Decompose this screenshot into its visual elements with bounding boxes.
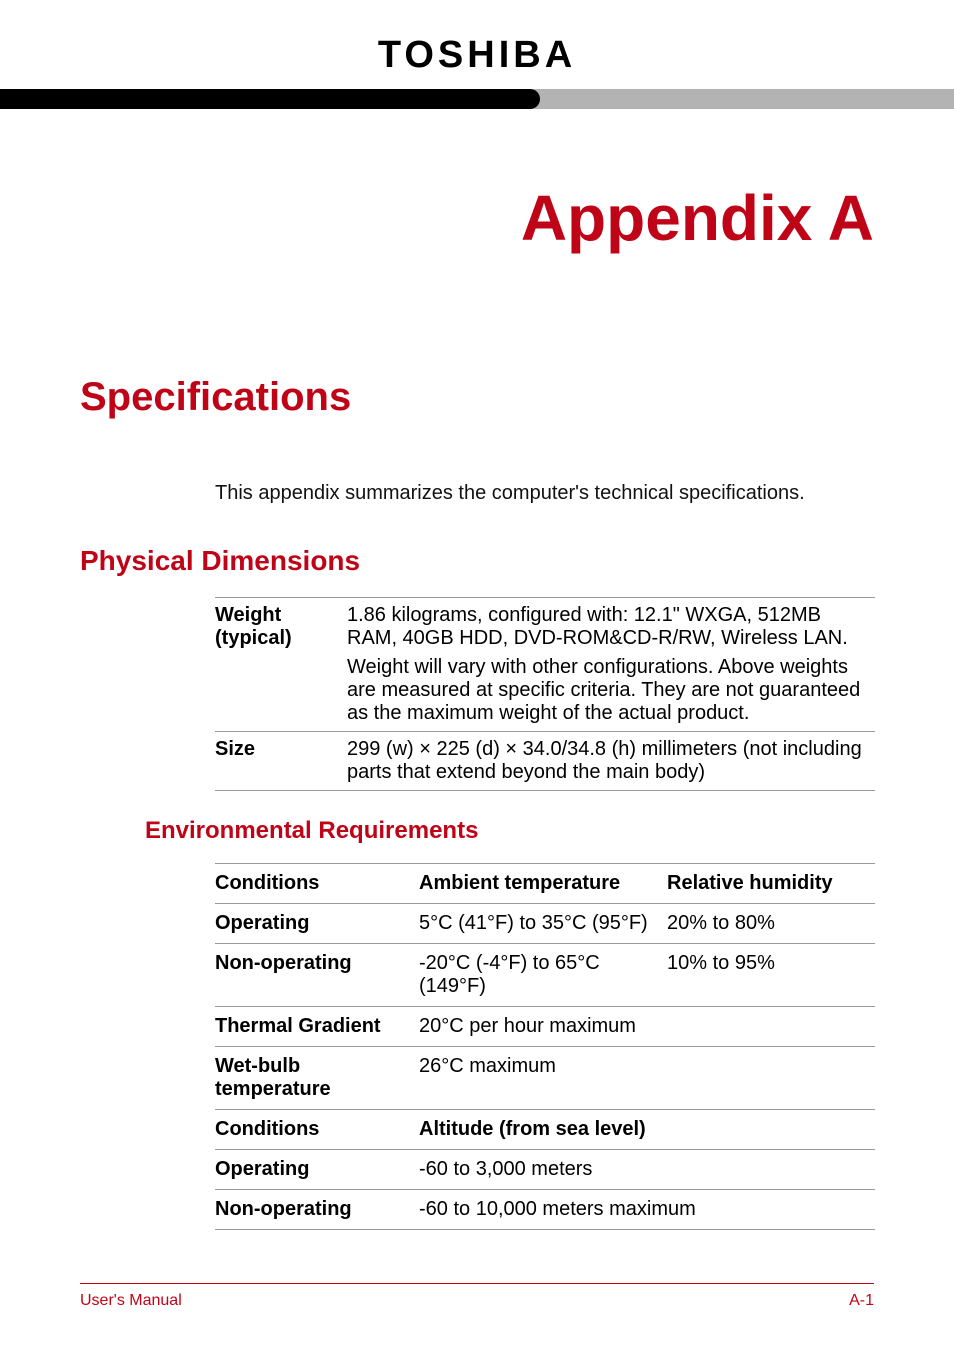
cell-altitude: -60 to 3,000 meters	[419, 1150, 875, 1189]
appendix-title: Appendix A	[80, 181, 874, 255]
specifications-title: Specifications	[80, 375, 874, 420]
table-row: Weight (typical) 1.86 kilograms, configu…	[215, 598, 875, 732]
col-altitude: Altitude (from sea level)	[419, 1110, 875, 1149]
physical-dimensions-heading: Physical Dimensions	[80, 545, 874, 577]
cell-temp: -20°C (-4°F) to 65°C (149°F)	[419, 944, 667, 1006]
row-value-main: 1.86 kilograms, configured with: 12.1" W…	[347, 604, 875, 650]
table-row: Non-operating -60 to 10,000 meters maxim…	[215, 1190, 875, 1230]
col-relative-humidity: Relative humidity	[667, 864, 875, 903]
footer-left: User's Manual	[80, 1292, 182, 1310]
table-row: Wet-bulb temperature 26°C maximum	[215, 1047, 875, 1110]
header-bar	[80, 89, 874, 109]
brand-logo: TOSHIBA	[80, 34, 874, 77]
table-row: Thermal Gradient 20°C per hour maximum	[215, 1007, 875, 1047]
table-header: Conditions Altitude (from sea level)	[215, 1110, 875, 1150]
cell-humidity: 20% to 80%	[667, 904, 875, 943]
physical-dimensions-table: Weight (typical) 1.86 kilograms, configu…	[215, 597, 875, 791]
row-label: Size	[215, 732, 347, 790]
cell-condition: Operating	[215, 904, 419, 943]
environmental-requirements-heading: Environmental Requirements	[145, 817, 874, 845]
cell-temp: 20°C per hour maximum	[419, 1007, 875, 1046]
col-conditions: Conditions	[215, 864, 419, 903]
cell-temp: 5°C (41°F) to 35°C (95°F)	[419, 904, 667, 943]
table-row: Operating -60 to 3,000 meters	[215, 1150, 875, 1190]
table-row: Size 299 (w) × 225 (d) × 34.0/34.8 (h) m…	[215, 732, 875, 790]
table-row: Non-operating -20°C (-4°F) to 65°C (149°…	[215, 944, 875, 1007]
environmental-table: Conditions Ambient temperature Relative …	[215, 863, 875, 1230]
cell-condition: Non-operating	[215, 944, 419, 983]
cell-condition: Thermal Gradient	[215, 1007, 419, 1046]
table-row: Operating 5°C (41°F) to 35°C (95°F) 20% …	[215, 904, 875, 944]
row-value: 299 (w) × 225 (d) × 34.0/34.8 (h) millim…	[347, 732, 875, 790]
table-header: Conditions Ambient temperature Relative …	[215, 864, 875, 904]
page: TOSHIBA Appendix A Specifications This a…	[0, 0, 954, 1352]
cell-condition: Wet-bulb temperature	[215, 1047, 419, 1109]
row-value-note: Weight will vary with other configuratio…	[347, 656, 875, 725]
cell-altitude: -60 to 10,000 meters maximum	[419, 1190, 875, 1229]
col-ambient-temp: Ambient temperature	[419, 864, 667, 903]
page-footer: User's Manual A-1	[80, 1283, 874, 1310]
row-label: Weight (typical)	[215, 598, 347, 731]
intro-text: This appendix summarizes the computer's …	[215, 482, 874, 505]
cell-humidity: 10% to 95%	[667, 944, 875, 983]
footer-right: A-1	[849, 1292, 874, 1310]
header-bar-black	[0, 89, 540, 109]
cell-condition: Operating	[215, 1150, 419, 1189]
col-conditions: Conditions	[215, 1110, 419, 1149]
cell-condition: Non-operating	[215, 1190, 419, 1229]
cell-temp: 26°C maximum	[419, 1047, 875, 1086]
row-value: 1.86 kilograms, configured with: 12.1" W…	[347, 598, 875, 731]
